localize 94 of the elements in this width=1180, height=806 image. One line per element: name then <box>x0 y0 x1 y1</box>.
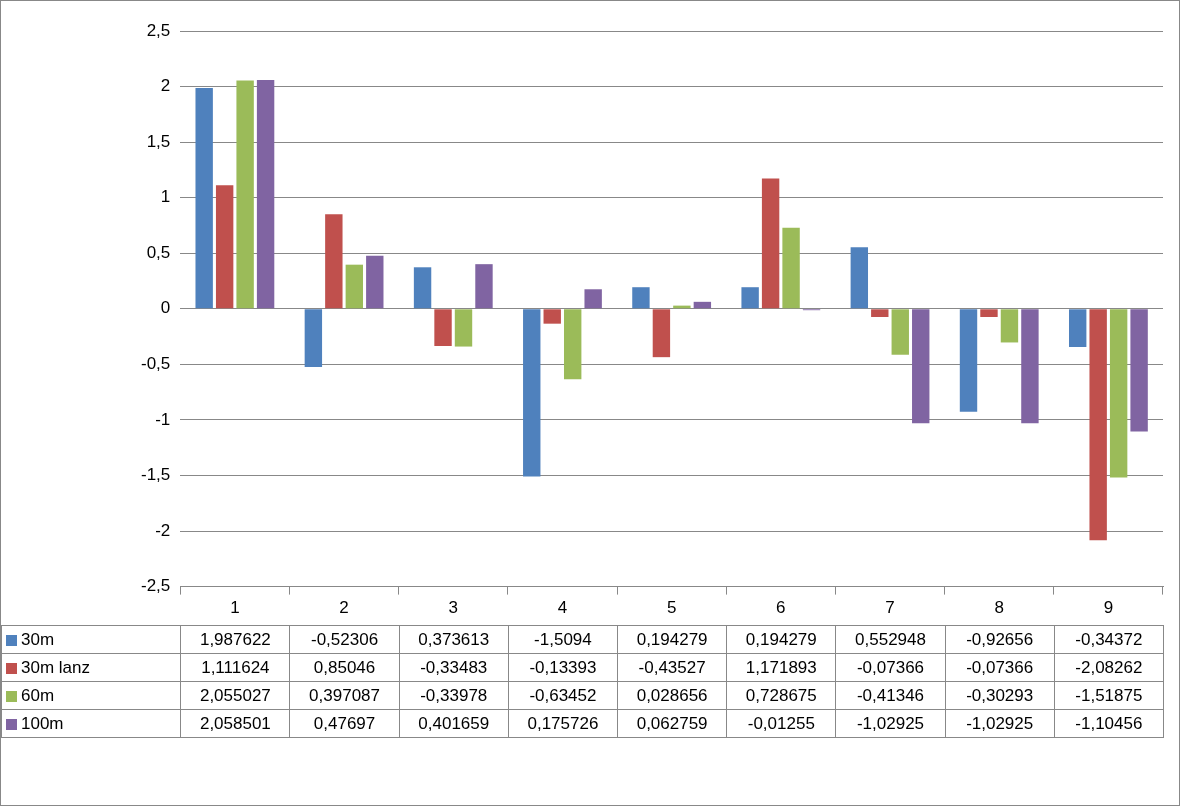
y-tick-label: 1 <box>160 187 171 207</box>
bar <box>563 309 582 380</box>
data-label: 0,401659 <box>399 709 509 738</box>
bar <box>256 80 275 309</box>
y-tick-label: 2 <box>160 76 171 96</box>
bar <box>413 267 432 309</box>
data-label: -0,07366 <box>945 653 1055 682</box>
bar <box>454 309 473 347</box>
bar <box>912 309 930 424</box>
bar <box>1089 309 1107 541</box>
data-label: 0,47697 <box>289 709 400 738</box>
data-label: 0,397087 <box>289 681 400 710</box>
data-label: 0,194279 <box>726 625 836 654</box>
bar <box>741 287 759 309</box>
data-label: -1,51875 <box>1054 681 1164 710</box>
x-tick-label: 5 <box>666 598 677 618</box>
y-tick-label: -1,5 <box>141 465 171 485</box>
bar <box>850 247 869 309</box>
data-label: -0,52306 <box>289 625 400 654</box>
bar <box>1068 309 1087 347</box>
x-tick-label: 2 <box>339 598 349 618</box>
x-tick-label: 4 <box>557 598 568 618</box>
data-label: 1,171893 <box>726 653 836 682</box>
bar <box>195 87 213 309</box>
data-label: -1,5094 <box>508 625 618 654</box>
y-tick-label: -0,5 <box>141 354 171 374</box>
data-label: 0,194279 <box>617 625 727 654</box>
bar <box>871 309 889 317</box>
bar <box>475 264 493 309</box>
data-label: -0,13393 <box>508 653 618 682</box>
bar <box>693 301 712 309</box>
data-label: -1,02925 <box>835 709 946 738</box>
x-tick-label: 8 <box>994 598 1004 618</box>
data-label: 1,111624 <box>180 653 290 682</box>
bar <box>782 227 800 309</box>
data-label: -0,33978 <box>399 681 509 710</box>
data-label: 0,728675 <box>726 681 836 710</box>
bar <box>543 309 561 324</box>
data-label: -0,41346 <box>835 681 946 710</box>
data-label: 0,373613 <box>399 625 509 654</box>
bar <box>304 309 323 367</box>
y-tick-label: 2,5 <box>146 20 171 40</box>
data-label: 0,85046 <box>289 653 400 682</box>
bar <box>434 309 452 347</box>
data-label: -0,92656 <box>945 625 1055 654</box>
y-tick-label: -1 <box>155 409 171 429</box>
bar <box>215 185 234 309</box>
x-tick-label: 6 <box>776 598 786 618</box>
data-label: 0,175726 <box>508 709 618 738</box>
data-label: 2,058501 <box>180 709 290 738</box>
bar <box>1021 309 1039 424</box>
data-label: 2,055027 <box>180 681 290 710</box>
x-tick-label: 9 <box>1103 598 1114 618</box>
bar <box>761 178 780 309</box>
data-label: -0,07366 <box>835 653 946 682</box>
legend-label: 60m <box>1 681 181 710</box>
data-label: -2,08262 <box>1054 653 1164 682</box>
bar <box>236 80 254 309</box>
data-label: -0,43527 <box>617 653 727 682</box>
x-tick-label: 1 <box>230 598 240 618</box>
legend-label: 30m lanz <box>1 653 181 682</box>
bar <box>523 309 541 477</box>
data-label: 0,062759 <box>617 709 727 738</box>
y-tick-label: 0 <box>160 298 171 318</box>
bar <box>1000 309 1019 343</box>
data-label: -0,01255 <box>726 709 836 738</box>
data-label: -0,63452 <box>508 681 618 710</box>
bar <box>1109 309 1128 478</box>
data-label: -1,02925 <box>945 709 1055 738</box>
bar <box>632 287 650 309</box>
data-label: -1,10456 <box>1054 709 1164 738</box>
bar <box>366 255 384 309</box>
bar <box>980 309 998 317</box>
bar <box>891 309 909 355</box>
legend-label: 30m <box>1 625 181 654</box>
data-label: -0,33483 <box>399 653 509 682</box>
y-tick-label: -2,5 <box>141 576 171 596</box>
y-tick-label: 1,5 <box>146 131 171 151</box>
y-tick-label: 0,5 <box>146 242 171 262</box>
bar <box>325 214 343 309</box>
bar <box>652 309 671 358</box>
data-label: -0,30293 <box>945 681 1055 710</box>
data-label: -0,34372 <box>1054 625 1164 654</box>
data-label: 0,552948 <box>835 625 946 654</box>
x-tick-label: 3 <box>448 598 458 618</box>
bar <box>959 309 978 412</box>
y-tick-label: -2 <box>155 520 171 540</box>
legend-label: 100m <box>1 709 181 738</box>
bar <box>345 264 364 309</box>
bar <box>584 289 602 309</box>
bar <box>1130 309 1148 432</box>
data-label: 1,987622 <box>180 625 290 654</box>
data-label: 0,028656 <box>617 681 727 710</box>
x-tick-label: 7 <box>885 598 895 618</box>
